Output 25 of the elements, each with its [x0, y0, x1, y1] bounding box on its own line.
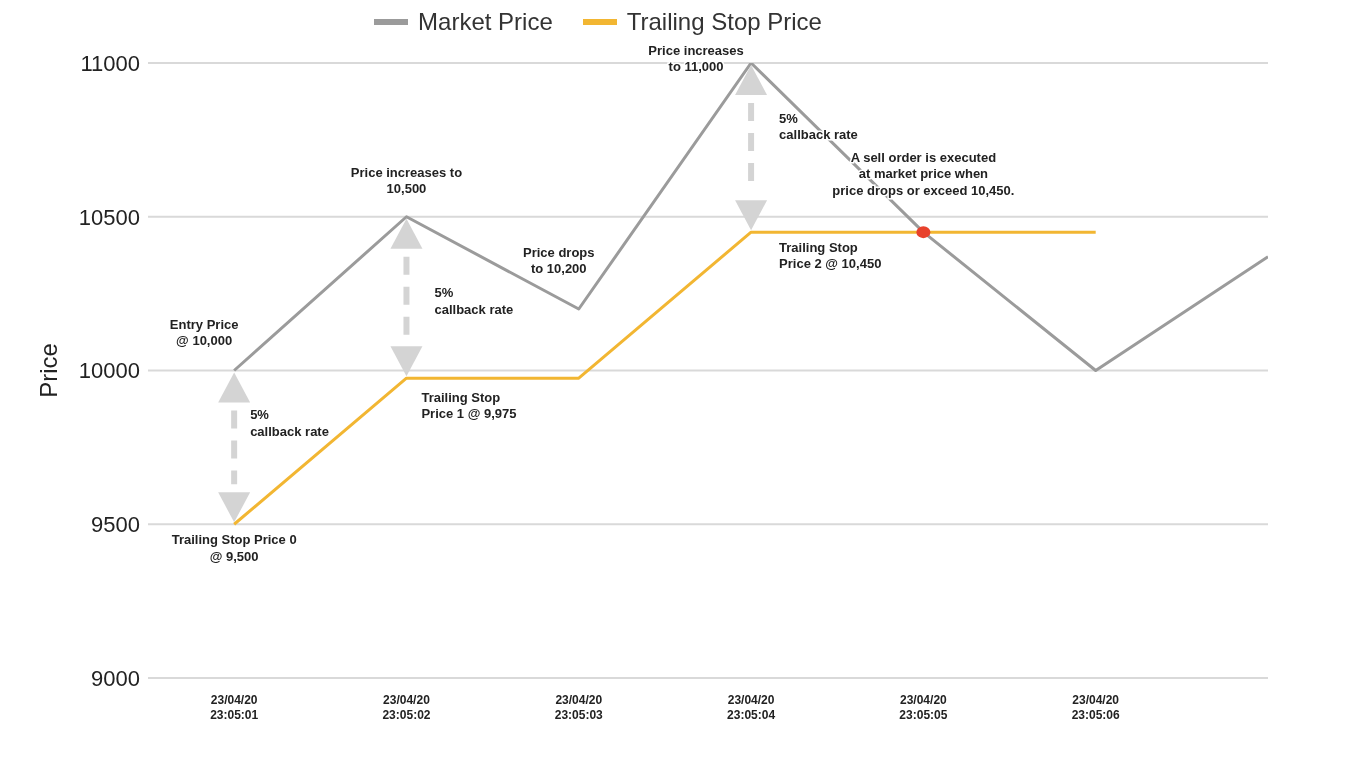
- x-tick-label: 23/04/20 23:05:03: [554, 693, 604, 722]
- annotation: Price increases to 11,000: [648, 43, 744, 75]
- annotation: 5% callback rate: [250, 407, 329, 439]
- annotation: Price drops to 10,200: [523, 245, 595, 277]
- y-tick-label: 9000: [91, 665, 140, 691]
- y-tick-label: 9500: [91, 512, 140, 538]
- annotation: Trailing Stop Price 1 @ 9,975: [421, 390, 517, 422]
- annotation: Trailing Stop Price 0 @ 9,500: [171, 532, 297, 564]
- x-tick-label: 23/04/20 23:05:04: [727, 693, 776, 722]
- annotation: 5% callback rate: [779, 110, 858, 142]
- y-axis-title: Price: [34, 343, 62, 398]
- annotation: Entry Price @ 10,000: [169, 316, 239, 348]
- y-tick-label: 10500: [78, 204, 140, 230]
- annotation: Trailing Stop Price 2 @ 10,450: [779, 240, 882, 272]
- annotation: Price increases to 10,500: [350, 164, 463, 196]
- annotation: A sell order is executed at market price when price drops or exceed 10,450.: [832, 150, 1015, 198]
- x-tick-label: 23/04/20 23:05:02: [382, 693, 431, 722]
- x-tick-label: 23/04/20 23:05:05: [899, 693, 948, 722]
- y-tick-label: 11000: [80, 50, 140, 76]
- y-tick-label: 10000: [78, 358, 140, 384]
- legend-label: Market Price: [417, 8, 553, 36]
- legend-label: Trailing Stop Price: [625, 8, 822, 36]
- annotation: 5% callback rate: [434, 285, 514, 317]
- x-tick-label: 23/04/20 23:05:06: [1071, 693, 1121, 722]
- x-tick-label: 23/04/20 23:05:01: [210, 693, 259, 722]
